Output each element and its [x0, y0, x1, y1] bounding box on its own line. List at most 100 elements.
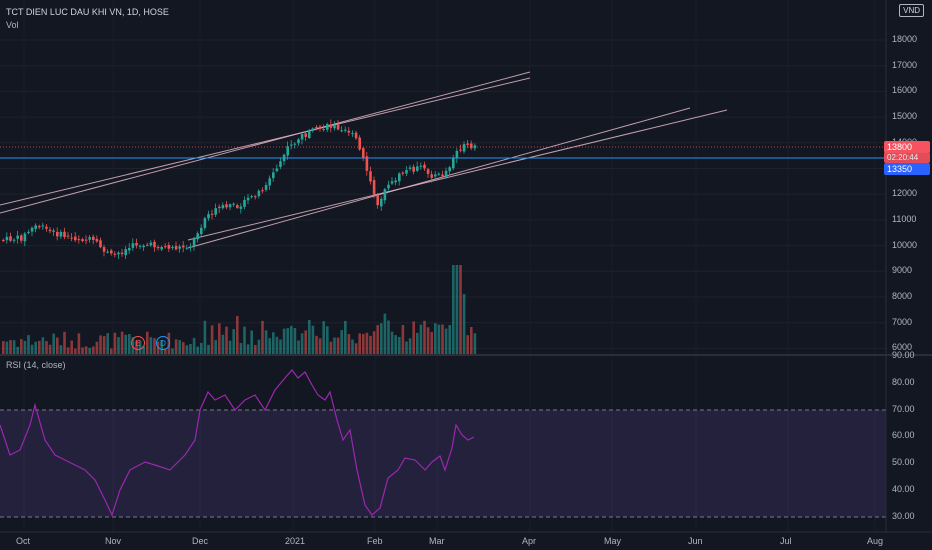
- candle-body: [434, 174, 437, 177]
- volume-bar: [2, 341, 5, 355]
- volume-bar: [92, 346, 95, 355]
- volume-bar: [380, 323, 383, 355]
- candle-body: [84, 239, 88, 241]
- volume-bar: [81, 347, 84, 355]
- candle-body: [329, 124, 333, 128]
- volume-bar: [261, 320, 264, 355]
- candle-body: [426, 169, 430, 174]
- volume-bar: [279, 339, 282, 355]
- volume-bar: [113, 332, 117, 355]
- volume-bar: [452, 265, 455, 355]
- candle-body: [182, 245, 185, 248]
- candle-body: [164, 246, 167, 248]
- candle-body: [225, 204, 228, 208]
- volume-bar: [459, 265, 462, 355]
- volume-bar: [376, 325, 379, 355]
- candle-body: [128, 248, 131, 251]
- rsi-label[interactable]: RSI (14, close): [6, 360, 66, 370]
- candle-body: [110, 250, 113, 254]
- candle-body: [383, 189, 387, 201]
- volume-bar: [200, 342, 203, 355]
- candle-body: [99, 240, 102, 248]
- volume-bar: [124, 334, 127, 355]
- volume-bar: [250, 330, 253, 355]
- channel-line: [187, 109, 728, 241]
- candle-body: [470, 143, 473, 149]
- time-axis-label: Jul: [780, 536, 792, 546]
- volume-bar: [84, 346, 88, 355]
- candle-body: [218, 206, 221, 209]
- volume-bar: [56, 337, 59, 355]
- price-tick-label: 15000: [892, 111, 918, 122]
- volume-bar: [401, 325, 405, 355]
- volume-bar: [318, 338, 322, 355]
- rsi-tick-label: 70.00: [892, 403, 915, 414]
- volume-bar: [23, 340, 27, 355]
- volume-bar: [358, 333, 361, 355]
- candle-body: [232, 203, 235, 205]
- currency-badge[interactable]: VND: [899, 4, 924, 17]
- volume-bar: [164, 348, 167, 355]
- candle-body: [2, 239, 5, 241]
- candle-body: [171, 247, 174, 249]
- volume-bar: [326, 326, 329, 355]
- candle-body: [405, 170, 408, 174]
- volume-bar: [27, 335, 30, 355]
- volume-bar: [210, 325, 214, 355]
- candle-body: [437, 173, 441, 175]
- candlesticks: [2, 119, 477, 259]
- candle-body: [131, 243, 135, 248]
- candle-body: [117, 252, 120, 255]
- volume-bar: [344, 320, 347, 355]
- candle-body: [228, 204, 232, 208]
- candle-body: [473, 145, 477, 149]
- rsi-tick-label: 40.00: [892, 484, 915, 494]
- candle-body: [156, 246, 160, 249]
- trend-channel-lines: [0, 71, 728, 249]
- volume-bar: [354, 343, 358, 355]
- candle-body: [221, 205, 225, 209]
- volume-bar: [185, 345, 189, 355]
- candle-body: [452, 158, 455, 169]
- candle-body: [275, 168, 279, 172]
- candle-body: [214, 208, 217, 215]
- price-tick-label: 18000: [892, 34, 918, 44]
- volume-bar: [290, 325, 293, 355]
- time-axis-label: Feb: [367, 536, 383, 546]
- candle-body: [196, 233, 199, 240]
- candle-body: [390, 181, 394, 184]
- volume-bar: [437, 324, 441, 355]
- volume-bar: [383, 313, 387, 355]
- candle-body: [167, 244, 171, 249]
- volume-bar: [419, 324, 423, 355]
- candle-body: [77, 239, 81, 241]
- candle-body: [74, 236, 77, 241]
- volume-bar: [473, 333, 477, 355]
- dividend-event-icon[interactable]: D: [156, 336, 170, 350]
- candle-body: [416, 166, 419, 171]
- candle-body: [146, 244, 149, 246]
- candle-body: [185, 247, 189, 249]
- time-axis-label: Aug: [867, 536, 884, 546]
- volume-bar: [20, 339, 23, 355]
- earnings-event-icon[interactable]: E: [131, 336, 145, 350]
- volume-bar: [120, 331, 124, 355]
- candle-body: [459, 149, 462, 151]
- volume-bar: [315, 335, 318, 355]
- volume-bar: [38, 340, 41, 355]
- candle-body: [254, 196, 257, 198]
- symbol-title[interactable]: TCT DIEN LUC DAU KHI VN, 1D, HOSE: [6, 7, 169, 17]
- candle-body: [142, 245, 145, 248]
- volume-bar: [304, 330, 307, 355]
- volume-bar: [236, 315, 239, 355]
- volume-bar: [333, 337, 336, 355]
- volume-bar: [272, 332, 275, 355]
- candle-body: [354, 132, 358, 139]
- candle-body: [16, 235, 19, 239]
- volume-bar: [423, 320, 426, 355]
- volume-bar: [239, 343, 243, 355]
- candle-body: [322, 129, 325, 131]
- volume-bar: [106, 333, 109, 355]
- candle-body: [318, 126, 322, 129]
